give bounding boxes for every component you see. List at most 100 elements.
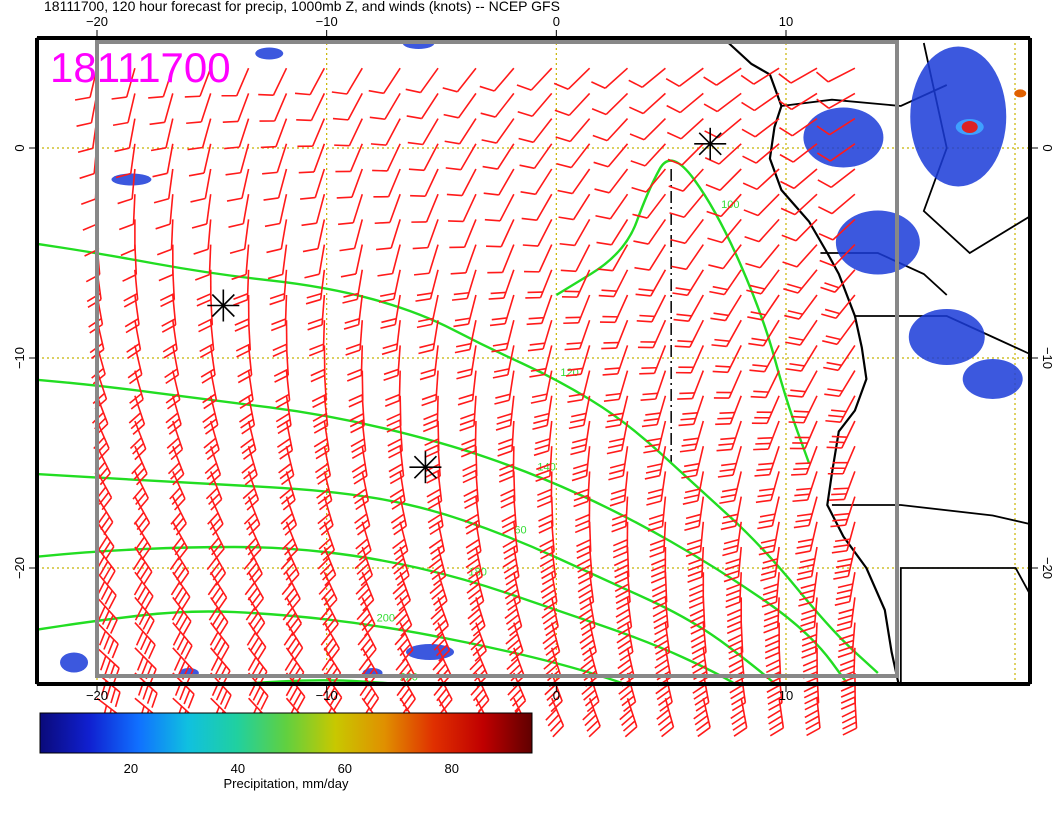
wind-barb: [298, 143, 326, 174]
wind-barb: [172, 622, 193, 660]
wind-barb: [789, 420, 818, 450]
wind-barb: [114, 118, 136, 153]
wind-barb: [336, 168, 364, 199]
contour-label: 200: [377, 613, 395, 625]
wind-barb: [354, 496, 371, 536]
wind-barb: [646, 471, 667, 506]
precip-cell: [803, 107, 884, 168]
wind-barb: [558, 193, 591, 221]
wind-barb: [410, 168, 439, 197]
wind-barb: [162, 320, 178, 359]
wind-barb: [332, 93, 363, 121]
wind-barb: [593, 143, 629, 168]
wind-barb: [541, 597, 559, 637]
wind-barb: [202, 395, 219, 435]
wind-barb: [666, 92, 704, 114]
wind-barb: [632, 193, 667, 219]
figure-title: 18111700, 120 hour forecast for precip, …: [44, 0, 560, 14]
wind-barb: [717, 445, 742, 478]
wind-barb: [427, 496, 444, 536]
wind-barb: [247, 647, 268, 686]
wind-barb: [819, 244, 856, 267]
wind-barb: [133, 571, 154, 610]
wind-barb: [316, 471, 333, 511]
wind-barb: [504, 597, 523, 637]
wind-barb: [308, 320, 326, 357]
wind-barb: [238, 370, 254, 409]
wind-barb: [171, 596, 192, 635]
wind-barb: [207, 571, 228, 611]
wind-barb: [375, 219, 401, 251]
wind-barb: [747, 294, 780, 321]
wind-barb: [491, 320, 515, 353]
wind-barb: [245, 596, 266, 636]
wind-barb: [305, 269, 326, 305]
wind-barb: [167, 445, 185, 486]
wind-barb: [836, 597, 856, 633]
wind-barb: [787, 370, 818, 398]
lon-label-top: −10: [316, 14, 338, 29]
wind-barb: [720, 496, 743, 531]
wind-barb: [209, 622, 230, 661]
wind-barb: [644, 446, 667, 480]
wind-barb: [416, 294, 439, 329]
wind-barb: [529, 345, 553, 378]
wind-barb: [267, 244, 288, 280]
wind-barb: [483, 168, 515, 196]
wind-barb: [304, 244, 326, 279]
wind-barb: [196, 269, 212, 307]
wind-barb: [497, 420, 515, 457]
wind-barb: [459, 395, 477, 432]
wind-barb: [221, 67, 250, 97]
wind-barb: [595, 193, 629, 220]
contour-line: [37, 378, 850, 684]
wind-barb: [369, 92, 401, 121]
wind-barb: [165, 370, 181, 410]
wind-barb: [454, 320, 477, 354]
wind-barb: [826, 420, 856, 449]
wind-barb: [465, 546, 483, 586]
wind-barb: [727, 622, 744, 660]
wind-barb: [527, 319, 553, 352]
wind-barb: [579, 622, 597, 662]
wind-barb: [760, 546, 780, 582]
wind-barb: [444, 118, 477, 145]
wind-barb: [782, 244, 818, 268]
high-marker: [694, 127, 727, 160]
wind-barb: [296, 93, 326, 122]
wind-barb: [194, 244, 212, 281]
wind-barb: [264, 194, 288, 228]
wind-barb: [131, 445, 148, 486]
wind-barb: [574, 496, 591, 534]
wind-barb: [96, 496, 114, 536]
wind-barb: [712, 345, 742, 374]
wind-barb: [751, 395, 780, 425]
wind-barb: [348, 370, 364, 408]
wind-barb: [345, 320, 364, 356]
wind-barb: [378, 269, 401, 303]
wind-barb: [112, 93, 136, 127]
wind-barb: [601, 319, 629, 350]
africa-coastline: [727, 42, 900, 684]
wind-barb: [641, 395, 667, 428]
wind-barb: [132, 546, 153, 586]
wind-barb: [741, 117, 780, 138]
wind-barb: [603, 370, 629, 403]
wind-barb: [748, 319, 780, 347]
land-and-precip: [60, 38, 1030, 684]
wind-barb: [346, 345, 364, 382]
wind-barb: [498, 446, 515, 483]
wind-barb: [573, 471, 591, 508]
wind-barb: [631, 168, 667, 193]
wind-barb: [188, 143, 212, 177]
wind-barb: [424, 420, 440, 459]
lat-label-left: −20: [12, 557, 27, 579]
colorbar-ramp: [39, 712, 533, 754]
wind-barb: [492, 345, 515, 379]
wind-barb: [792, 471, 818, 503]
date-stamp: 18111700: [50, 44, 231, 91]
wind-barb: [816, 117, 856, 136]
wind-barb: [387, 420, 403, 459]
wind-barb: [494, 370, 515, 405]
